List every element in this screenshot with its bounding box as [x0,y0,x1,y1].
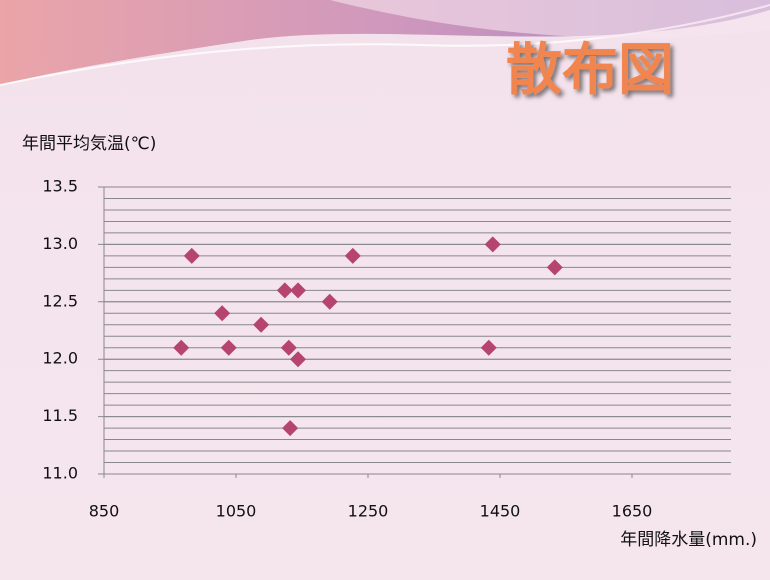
point [214,305,231,322]
y-tick-label: 11.0 [42,464,78,483]
point [173,339,190,356]
y-tick-label: 12.5 [42,291,78,310]
point [253,316,270,333]
x-tick-label: 850 [89,502,120,521]
point [480,339,497,356]
y-tick-label: 13.5 [42,177,78,196]
wave-light [330,0,770,39]
chart-title: 散布図 [506,38,674,103]
point [546,259,563,276]
x-tick-label: 1250 [348,502,389,521]
point [280,339,297,356]
point [276,282,293,299]
point [484,236,501,253]
point [321,293,338,310]
y-tick-label: 12.0 [42,349,78,368]
point [282,420,299,437]
y-axis-label: 年間平均気温(℃) [22,134,156,154]
x-tick-label: 1450 [480,502,521,521]
x-tick-label: 1650 [612,502,653,521]
point [290,282,307,299]
point [344,247,361,264]
point [183,247,200,264]
y-tick-label: 13.0 [42,234,78,253]
x-axis-label: 年間降水量(mm.) [620,530,757,550]
point [290,351,307,368]
point [220,339,237,356]
y-tick-label: 11.5 [42,406,78,425]
x-tick-label: 1050 [216,502,257,521]
